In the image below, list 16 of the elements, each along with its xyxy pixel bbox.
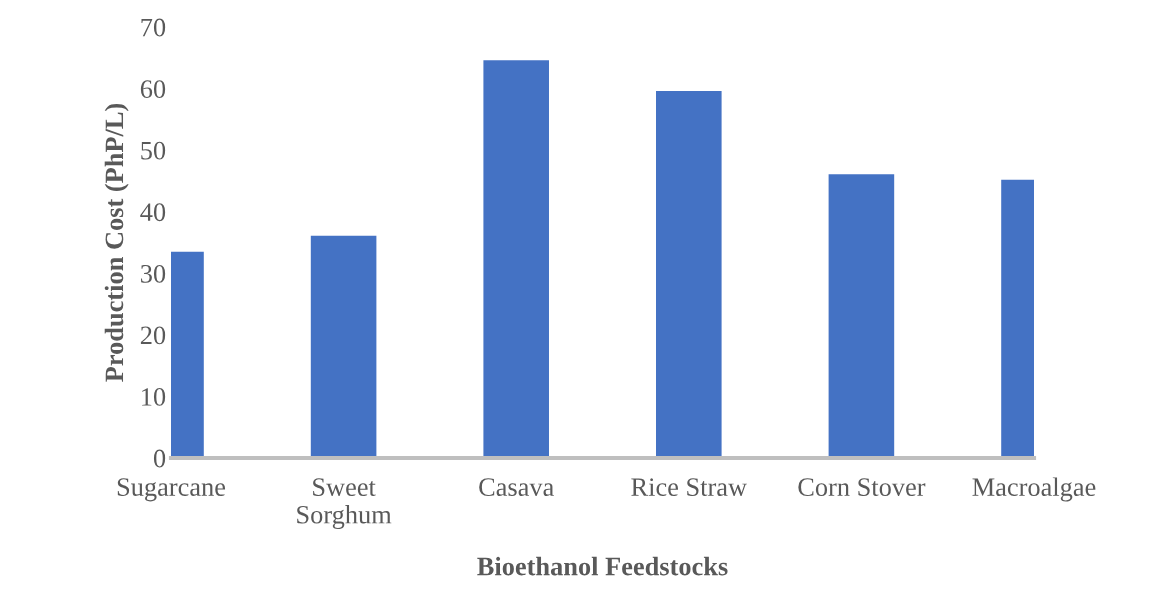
x-axis-title: Bioethanol Feedstocks [477, 556, 728, 576]
x-tick-label: Casava [479, 478, 554, 497]
x-tick-label: Sweet Sorghum [297, 478, 392, 530]
y-tick-label: 30 [141, 264, 166, 283]
x-tick-label: Rice Straw [631, 478, 747, 497]
x-tick-label: Corn Stover [798, 478, 926, 497]
x-tick-label: Sugarcane [117, 478, 226, 502]
y-tick-label: 40 [140, 203, 166, 222]
y-tick-label: 50 [141, 141, 166, 160]
x-tick-label: Macroalgae [972, 477, 1096, 502]
y-tick-label: 20 [140, 326, 166, 345]
y-tick-label: 70 [141, 18, 166, 37]
y-tick-label: 0 [153, 449, 166, 468]
y-tick-label: 60 [140, 80, 166, 98]
y-axis-title: Production Cost (PhP/L) [104, 103, 129, 382]
y-tick-label: 10 [142, 388, 166, 406]
